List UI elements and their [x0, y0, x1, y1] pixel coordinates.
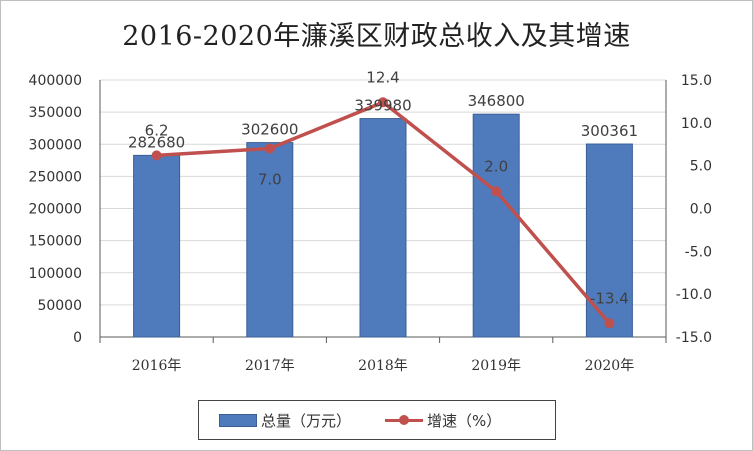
line-data-label: -13.4 — [590, 289, 629, 307]
left-axis-tick-label: 100000 — [29, 266, 82, 282]
left-axis-tick-label: 350000 — [29, 105, 82, 121]
bar — [585, 143, 633, 338]
left-axis-tick-label: 400000 — [29, 73, 82, 89]
growth-point — [264, 143, 275, 154]
legend-label-total: 总量（万元） — [261, 411, 352, 430]
x-axis-tick-label: 2020年 — [585, 358, 635, 374]
legend-item-total: 总量（万元） — [219, 401, 351, 439]
left-axis-tick-label: 150000 — [29, 234, 82, 250]
bar-data-label: 302600 — [241, 121, 298, 139]
bar — [472, 113, 520, 338]
x-axis-tick-label: 2019年 — [471, 358, 521, 374]
right-axis-tick-label: -5.0 — [685, 244, 712, 260]
bar-data-label: 346800 — [468, 92, 525, 110]
line-data-label: 6.2 — [145, 121, 169, 139]
chart-legend: 总量（万元） 增速（%） — [198, 400, 556, 440]
left-axis-tick-label: 50000 — [37, 298, 82, 314]
right-axis-tick-label: 15.0 — [681, 73, 712, 89]
legend-swatch-bar — [219, 413, 257, 427]
x-axis-tick-label: 2018年 — [358, 358, 408, 374]
right-axis-tick-label: 0.0 — [690, 202, 712, 218]
bar — [133, 154, 181, 338]
growth-point — [491, 186, 502, 197]
growth-point — [378, 97, 388, 108]
line-data-label: 2.0 — [484, 157, 508, 175]
legend-label-growth: 增速（%） — [427, 411, 502, 430]
bar — [246, 142, 294, 338]
x-axis-tick-label: 2017年 — [245, 358, 295, 374]
right-axis-tick-label: -10.0 — [676, 287, 712, 303]
chart-title: 2016-2020年濂溪区财政总收入及其增速 — [122, 21, 631, 52]
bar-data-label: 282680 — [128, 133, 185, 151]
legend-swatch-line — [385, 414, 423, 426]
right-axis-tick-label: 5.0 — [690, 159, 712, 175]
right-axis-tick-label: -15.0 — [676, 330, 712, 346]
legend-item-growth: 增速（%） — [385, 401, 501, 439]
growth-point — [604, 318, 615, 329]
bar — [359, 118, 407, 338]
left-axis-tick-label: 250000 — [29, 169, 82, 185]
right-axis-tick-label: 10.0 — [681, 116, 712, 132]
x-axis-tick-label: 2016年 — [132, 358, 182, 374]
line-data-label: 7.0 — [258, 171, 282, 189]
left-axis-tick-label: 300000 — [29, 137, 82, 153]
line-data-label: 12.4 — [366, 68, 399, 86]
growth-point — [151, 150, 162, 161]
left-axis-tick-label: 200000 — [29, 202, 82, 218]
bar-data-label: 339980 — [354, 97, 411, 115]
left-axis-tick-label: 0 — [73, 330, 82, 346]
bar-data-label: 300361 — [581, 122, 638, 140]
